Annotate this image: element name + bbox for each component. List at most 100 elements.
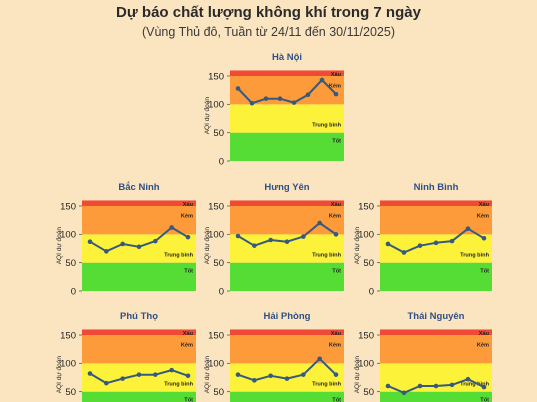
data-point [120,241,125,247]
band-label-good: Tốt [332,138,341,145]
band-poor [380,206,492,235]
y-axis-label: AQI dự đoán [204,97,211,135]
data-point [120,376,125,381]
y-tick-label: 50 [213,387,224,398]
band-good [380,391,492,402]
band-moderate [82,363,196,392]
data-point [268,237,273,243]
data-point [169,367,174,373]
band-label-moderate: Trung bình [164,253,193,259]
data-point [291,100,297,105]
y-axis-label: AQI dự đoán [204,356,211,394]
data-point [136,372,142,377]
data-point [433,383,439,389]
band-good [82,391,196,402]
band-label-moderate: Trung bình [460,382,489,388]
data-point [263,96,269,101]
plot-area: Tốt Trung bình Kém Xấu [230,200,344,291]
band-label-poor: Kém [477,214,489,220]
y-axis-label: AQI dự đoán [204,227,211,265]
band-bad [82,200,196,206]
panel-title: Hà Nội [272,52,302,63]
y-tick-label: 0 [219,286,224,297]
band-good [230,391,344,402]
y-tick-label: 50 [65,387,76,398]
data-point [417,383,423,389]
band-bad [230,200,344,206]
y-tick-label: 50 [213,128,224,139]
plot-area: Tốt Trung bình Kém Xấu [380,200,492,291]
data-point [252,243,257,248]
plot-area: Tốt Trung bình Kém Xấu [82,329,196,402]
panel-title: Ninh Bình [414,182,459,193]
band-label-moderate: Trung bình [312,253,341,259]
band-bad [230,329,344,335]
y-tick-label: 150 [208,330,224,341]
data-point [317,220,322,226]
y-tick-label: 100 [208,359,224,370]
data-point [333,372,339,377]
y-axis-label: AQI dự đoán [354,356,361,394]
data-point [185,373,191,379]
chart-panel: Tốt Trung bình Kém Xấu 0 50 100 150 Ninh Bình AQI… [354,182,492,297]
data-point [104,380,109,386]
y-axis-label: AQI dự đoán [354,227,361,265]
band-poor [82,206,196,235]
band-label-bad: Xấu [479,330,490,337]
plot-area: Tốt Trung bình Kém Xấu [230,70,344,161]
band-label-bad: Xấu [331,330,342,337]
band-poor [230,206,344,235]
band-label-good: Tốt [480,268,489,275]
band-label-bad: Xấu [183,201,194,208]
band-label-poor: Kém [329,343,341,349]
chart-panel: Tốt Trung bình Kém Xấu 0 50 100 150 Hà Nội AQI dự… [204,52,344,167]
data-point [481,384,487,390]
y-tick-label: 150 [60,330,76,341]
y-tick-label: 150 [208,201,224,212]
band-label-poor: Kém [181,343,193,349]
data-point [169,225,174,230]
data-point [333,232,339,237]
chart-panel: Tốt Trung bình Kém Xấu 50 100 150 Hải Phòng AQI … [204,311,344,402]
data-point [277,96,283,101]
data-point [153,372,158,377]
series-line [237,79,337,105]
data-point [268,373,273,379]
panel-title: Phú Thọ [120,311,158,322]
data-point [104,249,109,254]
band-bad [380,200,492,206]
plot-area: Tốt Trung bình Kém Xấu [82,200,196,291]
band-label-good: Tốt [184,268,193,275]
y-tick-label: 150 [208,71,224,82]
band-bad [82,329,196,335]
band-label-moderate: Trung bình [312,123,341,129]
data-point [401,390,407,396]
band-label-good: Tốt [480,397,489,402]
chart-panel: Tốt Trung bình Kém Xấu 50 100 150 Thái Nguyên AQ… [354,311,492,402]
y-axis-label: AQI dự đoán [56,227,63,265]
data-point [417,243,423,248]
band-label-bad: Xấu [331,201,342,208]
band-label-poor: Kém [477,343,489,349]
y-tick-label: 50 [363,387,374,398]
page-title: Dự báo chất lượng không khí trong 7 ngày [116,4,421,21]
y-axis-label: AQI dự đoán [56,356,63,394]
y-tick-label: 50 [213,258,224,269]
band-poor [380,335,492,364]
data-point [305,92,311,97]
data-point [235,86,241,91]
band-label-good: Tốt [332,397,341,402]
data-point [481,236,487,241]
data-point [235,233,241,239]
data-point [284,376,290,381]
data-point [301,234,306,239]
data-point [284,239,290,244]
data-point [185,234,191,240]
band-moderate [230,104,344,133]
data-point [153,238,158,244]
chart-panel: Tốt Trung bình Kém Xấu 0 50 100 150 Bắc Ninh AQI … [56,181,196,297]
data-point [433,240,439,246]
band-label-moderate: Trung bình [460,253,489,259]
data-point [319,77,325,83]
y-tick-label: 100 [358,359,374,370]
